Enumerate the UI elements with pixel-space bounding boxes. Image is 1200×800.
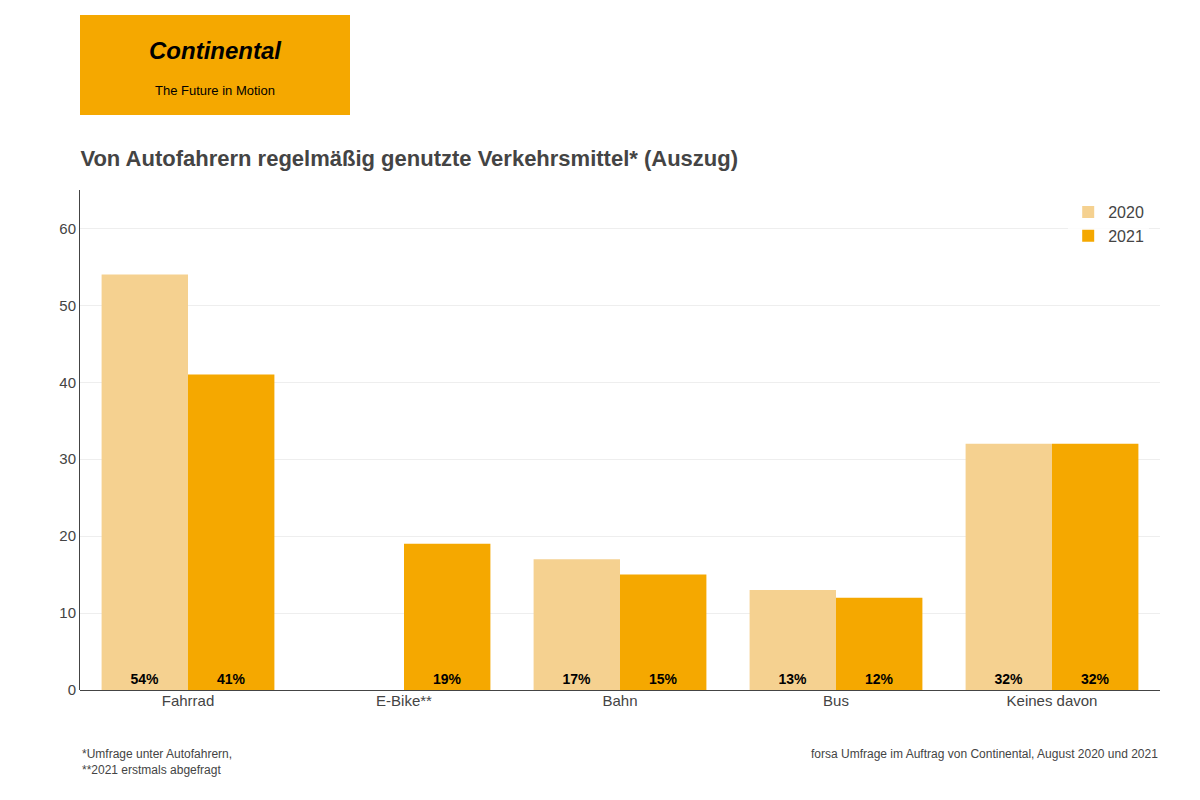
svg-text:17%: 17%	[563, 671, 592, 687]
svg-text:0: 0	[68, 681, 76, 698]
svg-text:Von Autofahrern regelmäßig gen: Von Autofahrern regelmäßig genutzte Verk…	[80, 146, 738, 171]
svg-text:20: 20	[59, 527, 76, 544]
svg-text:32%: 32%	[995, 671, 1024, 687]
svg-text:The Future in Motion: The Future in Motion	[155, 83, 275, 98]
svg-text:Fahrrad: Fahrrad	[162, 692, 215, 709]
svg-text:12%: 12%	[865, 671, 894, 687]
svg-text:32%: 32%	[1081, 671, 1110, 687]
svg-text:10: 10	[59, 604, 76, 621]
svg-text:Bus: Bus	[823, 692, 849, 709]
svg-text:Keines davon: Keines davon	[1007, 692, 1098, 709]
svg-text:Bahn: Bahn	[602, 692, 637, 709]
svg-text:41%: 41%	[217, 671, 246, 687]
svg-text:50: 50	[59, 297, 76, 314]
svg-text:30: 30	[59, 450, 76, 467]
svg-text:forsa Umfrage im Auftrag von C: forsa Umfrage im Auftrag von Continental…	[811, 747, 1158, 761]
svg-text:60: 60	[59, 220, 76, 237]
svg-text:40: 40	[59, 374, 76, 391]
svg-text:15%: 15%	[649, 671, 678, 687]
svg-text:13%: 13%	[779, 671, 808, 687]
svg-text:19%: 19%	[433, 671, 462, 687]
svg-text:*Umfrage unter Autofahrern,**2: *Umfrage unter Autofahrern,**2021 erstma…	[82, 747, 232, 777]
svg-text:2020: 2020	[1108, 204, 1144, 221]
svg-text:E-Bike**: E-Bike**	[376, 692, 432, 709]
svg-text:Continental: Continental	[149, 37, 282, 64]
svg-text:2021: 2021	[1108, 228, 1144, 245]
svg-text:54%: 54%	[131, 671, 160, 687]
